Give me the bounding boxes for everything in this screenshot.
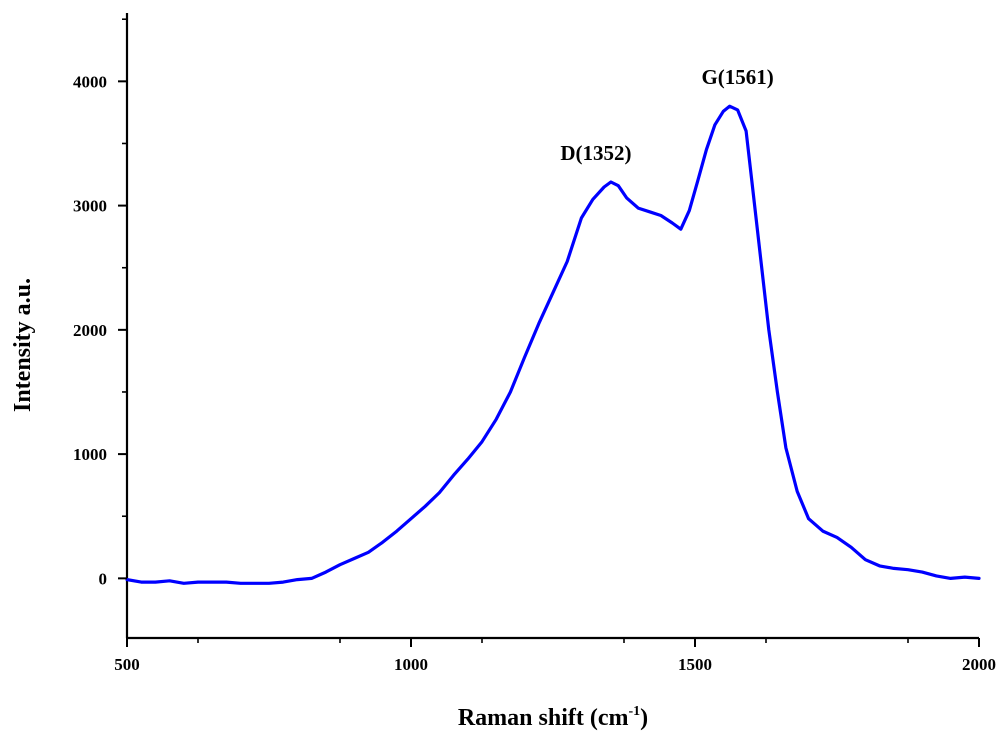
spectrum-point — [424, 505, 427, 508]
x-tick-label: 2000 — [962, 655, 996, 674]
spectrum-point — [776, 390, 779, 394]
spectrum-point — [353, 557, 356, 560]
spectrum-point — [367, 551, 370, 554]
spectrum-point — [282, 580, 285, 584]
spectrum-point — [977, 577, 981, 580]
spectrum-point — [921, 570, 924, 574]
g-band-label: G(1561) — [701, 65, 773, 89]
spectrum-point — [338, 563, 342, 566]
spectrum-point — [935, 574, 938, 578]
spectrum-point — [537, 322, 540, 325]
spectrum-point — [949, 577, 952, 580]
spectrum-point — [722, 110, 725, 113]
x-tick-label: 1500 — [678, 655, 712, 674]
spectrum-point — [324, 570, 327, 574]
spectrum-point — [705, 148, 708, 151]
spectrum-point — [566, 260, 569, 263]
x-axis-title-main: Raman shift (cm — [458, 705, 629, 731]
spectrum-point — [835, 536, 839, 539]
spectrum-point — [744, 129, 748, 133]
spectrum-point — [736, 108, 739, 112]
spectrum-point — [409, 517, 413, 520]
spectrum-point — [395, 529, 398, 533]
spectrum-point — [602, 185, 606, 189]
x-axis-title: Raman shift (cm-1) — [458, 704, 648, 731]
y-tick-label: 2000 — [73, 321, 107, 340]
x-axis-title-close: ) — [640, 705, 648, 731]
spectrum-point — [850, 546, 853, 549]
spectrum-line — [125, 104, 981, 585]
spectrum-point — [821, 529, 824, 533]
spectrum-point — [679, 228, 682, 231]
y-tick-label: 4000 — [73, 72, 107, 91]
spectrum-point — [591, 198, 594, 201]
spectrum-point — [523, 356, 526, 359]
spectrum-point — [182, 582, 185, 585]
spectrum-point — [671, 221, 674, 225]
spectrum-point — [466, 457, 469, 461]
spectrum-point — [659, 214, 663, 217]
spectrum-point — [696, 179, 699, 182]
spectrum-point — [551, 291, 555, 294]
spectrum-point — [480, 440, 484, 443]
x-axis-title-sup: -1 — [628, 704, 640, 719]
spectrum-point — [168, 579, 171, 582]
spectrum-point — [713, 123, 717, 127]
spectrum-point — [625, 196, 628, 200]
y-tick-label: 3000 — [73, 197, 107, 216]
spectrum-point — [140, 580, 143, 584]
spectrum-point — [648, 210, 651, 213]
spectrum-point — [637, 206, 640, 210]
spectrum-point — [892, 567, 895, 570]
spectrum-point — [438, 491, 441, 494]
spectrum-point — [796, 490, 799, 493]
y-axis-title: Intensity a.u. — [10, 278, 36, 412]
spectrum-point — [296, 578, 299, 581]
curve-layer — [125, 104, 981, 585]
spectrum-point — [381, 541, 384, 544]
spectrum-point — [728, 105, 731, 108]
spectrum-point — [495, 418, 498, 421]
y-tick-label: 0 — [99, 569, 108, 588]
plot-frame — [125, 13, 979, 640]
x-tick-label: 500 — [114, 655, 140, 674]
annotation-layer: D(1352) G(1561) — [560, 65, 773, 165]
spectrum-point — [580, 216, 583, 220]
spectrum-point — [807, 517, 810, 520]
tick-layer: 500 1000 1500 2000 0 1000 2000 3000 4000 — [73, 18, 996, 674]
spectrum-point — [750, 179, 753, 182]
spectrum-point — [509, 390, 512, 394]
spectrum-point — [239, 582, 242, 585]
spectrum-point — [784, 446, 788, 450]
spectrum-point — [767, 328, 770, 331]
spectrum-point — [864, 558, 867, 561]
spectrum-point — [688, 209, 691, 212]
spectrum-point — [267, 582, 271, 585]
spectrum-point — [154, 580, 157, 584]
x-tick-label: 1000 — [394, 655, 428, 674]
spectrum-point — [963, 575, 966, 579]
spectrum-point — [617, 184, 620, 187]
spectrum-point — [225, 580, 228, 584]
spectrum-point — [196, 580, 200, 584]
spectrum-point — [906, 568, 910, 571]
spectrum-point — [759, 254, 762, 257]
spectrum-point — [211, 580, 214, 584]
spectrum-point — [609, 180, 613, 184]
spectrum-point — [878, 564, 881, 568]
spectrum-point — [310, 577, 313, 580]
spectrum-point — [452, 474, 455, 477]
y-tick-label: 1000 — [73, 445, 107, 464]
spectrum-point — [253, 582, 256, 585]
d-band-label: D(1352) — [560, 141, 631, 165]
